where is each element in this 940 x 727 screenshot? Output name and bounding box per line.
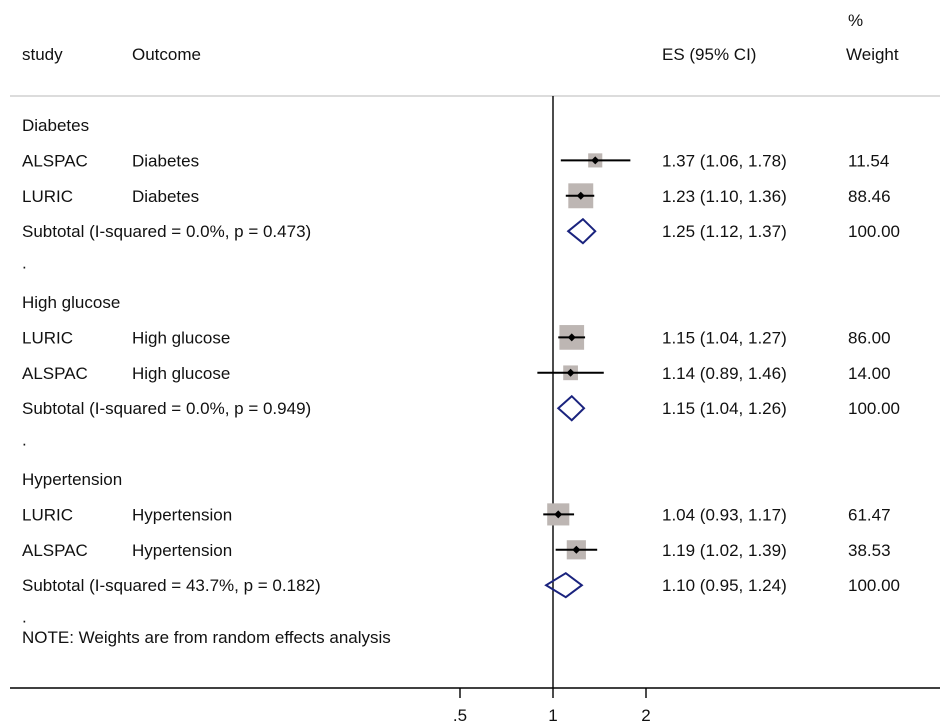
point-estimate: [566, 368, 575, 377]
x-tick-label: 2: [641, 706, 650, 725]
outcome-name: High glucose: [132, 364, 230, 383]
header-weight-percent: %: [848, 11, 863, 30]
weight-value: 88.46: [848, 187, 891, 206]
x-tick-label: .5: [453, 706, 467, 725]
spacer-dot: .: [22, 608, 27, 627]
weight-value: 100.00: [848, 399, 900, 418]
group-label: High glucose: [22, 293, 120, 312]
study-name: LURIC: [22, 187, 73, 206]
weight-value: 61.47: [848, 505, 891, 524]
subtotal-label: Subtotal (I-squared = 0.0%, p = 0.473): [22, 222, 311, 241]
subtotal-diamond: [556, 394, 586, 422]
weight-value: 100.00: [848, 576, 900, 595]
header-es: ES (95% CI): [662, 45, 756, 64]
effect-size-ci: 1.37 (1.06, 1.78): [662, 151, 787, 170]
outcome-name: High glucose: [132, 328, 230, 347]
header-study: study: [22, 45, 63, 64]
effect-size-ci: 1.14 (0.89, 1.46): [662, 364, 787, 383]
outcome-name: Diabetes: [132, 187, 199, 206]
effect-size-ci: 1.25 (1.12, 1.37): [662, 222, 787, 241]
weight-value: 100.00: [848, 222, 900, 241]
study-name: LURIC: [22, 505, 73, 524]
outcome-name: Hypertension: [132, 541, 232, 560]
point-estimate: [572, 545, 581, 554]
group-label: Hypertension: [22, 470, 122, 489]
point-estimate: [554, 510, 563, 519]
point-estimate: [591, 156, 600, 165]
effect-size-ci: 1.19 (1.02, 1.39): [662, 541, 787, 560]
weight-value: 14.00: [848, 364, 891, 383]
subtotal-label: Subtotal (I-squared = 43.7%, p = 0.182): [22, 576, 321, 595]
group-label: Diabetes: [22, 116, 89, 135]
point-estimate: [576, 191, 585, 200]
study-name: ALSPAC: [22, 151, 88, 170]
outcome-name: Hypertension: [132, 505, 232, 524]
weight-value: 11.54: [848, 151, 889, 170]
effect-size-ci: 1.15 (1.04, 1.26): [662, 399, 787, 418]
subtotal-diamond: [544, 571, 584, 599]
outcome-name: Diabetes: [132, 151, 199, 170]
header-weight: Weight: [846, 45, 899, 64]
study-name: ALSPAC: [22, 364, 88, 383]
x-tick-label: 1: [548, 706, 557, 725]
study-name: LURIC: [22, 328, 73, 347]
weight-value: 38.53: [848, 541, 891, 560]
header-outcome: Outcome: [132, 45, 201, 64]
subtotal-label: Subtotal (I-squared = 0.0%, p = 0.949): [22, 399, 311, 418]
effect-size-ci: 1.23 (1.10, 1.36): [662, 187, 787, 206]
weight-value: 86.00: [848, 328, 891, 347]
effect-size-ci: 1.15 (1.04, 1.27): [662, 328, 787, 347]
point-estimate: [567, 333, 576, 342]
effect-size-ci: 1.04 (0.93, 1.17): [662, 505, 787, 524]
spacer-dot: .: [22, 431, 27, 450]
weights-note: NOTE: Weights are from random effects an…: [22, 628, 391, 647]
study-name: ALSPAC: [22, 541, 88, 560]
subtotal-diamond: [566, 217, 597, 245]
spacer-dot: .: [22, 254, 27, 273]
effect-size-ci: 1.10 (0.95, 1.24): [662, 576, 787, 595]
